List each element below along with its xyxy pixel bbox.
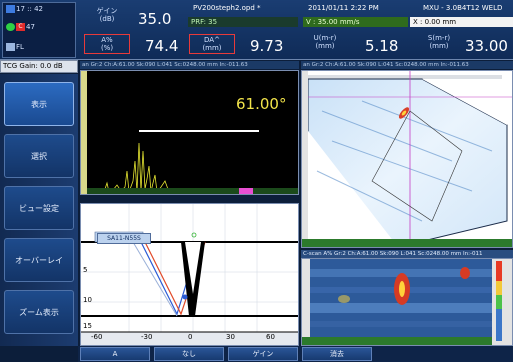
ascan-amplitude-ruler [81,71,87,194]
cscan-title: C-scan A% Gr:2 Ch:A:61.00 Sk:090 L:041 S… [301,250,513,258]
ascan-angle: 61.00° [236,95,287,113]
beam-impact-point [182,294,188,300]
s-value: 33.00 [465,37,508,55]
velocity-readout: V : 35.00 mm/s [303,17,408,27]
sector-bottom-ruler [302,239,512,247]
datetime: 2011/01/11 2:22 PM [308,4,379,12]
u-label[interactable]: U(m-r) (mm) [313,34,337,50]
sector-scan-image [302,71,512,247]
menu-view-setup-button[interactable]: ビュー設定 [4,186,74,230]
group-icon [6,5,15,13]
menu-zoom-button[interactable]: ズーム表示 [4,290,74,334]
da-label[interactable]: DA^ (mm) [189,34,235,54]
menu-display-button[interactable]: 表示 [4,82,74,126]
bottom-none-button[interactable]: なし [154,347,224,361]
bottom-bar: A なし ゲイン 消去 [78,346,513,362]
y-tick-10: 10 [83,296,92,304]
cscan-panel[interactable] [301,258,513,346]
status-row1: 17 :: 42 [16,5,43,13]
x-axis-ticks: -60 -30 0 30 60 [91,333,275,341]
cscan-indication-secondary [460,267,470,279]
y-tick-15: 15 [83,322,92,330]
device-name: MXU - 3.0B4T12 WELD [423,4,503,12]
file-name: PV200steph2.opd * [193,4,261,12]
probe-view-diagram [81,204,298,345]
ascan-plot [81,71,298,194]
index-point-icon [191,232,197,238]
gain-value[interactable]: 35.0 [138,10,172,28]
bottom-clear-button[interactable]: 消去 [302,347,372,361]
menu-overlay-button[interactable]: オーバーレイ [4,238,74,282]
menu-select-button[interactable]: 選択 [4,134,74,178]
bottom-a-button[interactable]: A [80,347,150,361]
da-value: 9.73 [250,37,284,55]
channel-c-icon: C [16,23,25,31]
u-value: 5.18 [365,37,399,55]
amplitude-value: 74.4 [145,37,179,55]
status-box: 17 :: 42 C 47 FL [2,2,76,58]
cscan-image [302,259,512,345]
probe-view-panel[interactable]: SA11-N55S -60 -30 0 30 60 5 10 15 [80,203,299,346]
sector-weld-overlay [371,110,463,222]
sector-title: an Gr:2 Ch:A:61.00 Sk:090 L:041 Sc:0248.… [301,61,513,69]
cscan-bottom-ruler [302,337,492,345]
amplitude-label[interactable]: A% (%) [84,34,130,54]
battery-icon [6,43,15,51]
y-tick-5: 5 [83,266,88,274]
status-row3: FL [16,43,24,51]
record-icon [6,23,15,31]
x-position-readout: X : 0.00 mm [410,17,513,27]
gain-label: ゲイン (dB) [96,7,118,23]
probe-label: SA11-N55S [97,233,151,244]
ascan-title: an Gr:2 Ch:A:61.00 Sk:090 L:041 Sc:0248.… [80,61,299,69]
ascan-panel[interactable]: 61.00° [80,70,299,195]
ascan-gate-marker [239,188,253,194]
readout-bar: 17 :: 42 C 47 FL ゲイン (dB) 35.0 A% (%) 74.… [0,0,513,60]
bottom-gain-button[interactable]: ゲイン [228,347,298,361]
s-label[interactable]: S(m-r) (mm) [427,34,451,50]
tcg-gain: TCG Gain: 0.0 dB [0,60,78,73]
ascan-time-ruler [87,188,298,194]
status-row2: 47 [26,23,35,31]
side-menu: 表示 選択 ビュー設定 オーバーレイ ズーム表示 [0,74,78,346]
prf-readout: PRF: 35 [188,17,298,27]
sector-scan-panel[interactable] [301,70,513,248]
